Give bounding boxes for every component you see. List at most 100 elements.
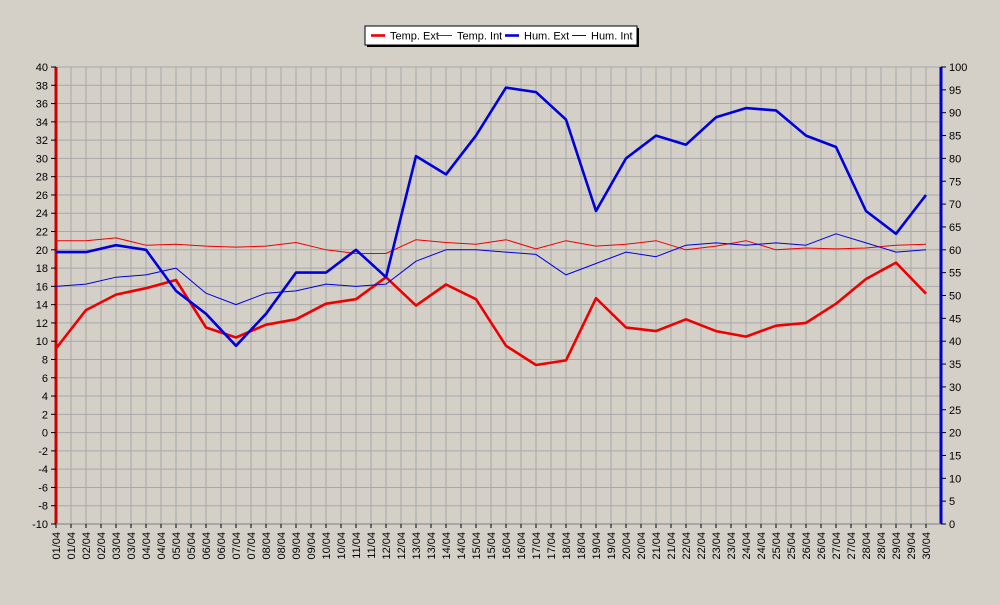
- x-tick-label: 14/04: [456, 532, 468, 560]
- left-tick-label: 10: [36, 336, 48, 348]
- right-tick-label: 50: [949, 291, 961, 303]
- left-tick-label: 0: [42, 428, 48, 440]
- left-tick-label: -2: [38, 446, 48, 458]
- x-tick-label: 09/04: [306, 532, 318, 560]
- x-tick-label: 07/04: [231, 532, 243, 560]
- series-line-temp-ext: [54, 261, 927, 367]
- left-tick-label: 16: [36, 281, 48, 293]
- x-tick-label: 14/04: [441, 532, 453, 560]
- left-tick-label: 30: [36, 153, 48, 165]
- right-tick-label: 0: [949, 519, 955, 531]
- x-tick-label: 10/04: [321, 532, 333, 560]
- x-tick-label: 24/04: [756, 532, 768, 560]
- x-tick-label: 27/04: [831, 532, 843, 560]
- right-tick-label: 80: [949, 153, 961, 165]
- x-tick-label: 05/04: [171, 532, 183, 560]
- x-tick-label: 20/04: [621, 532, 633, 560]
- x-tick-label: 03/04: [111, 532, 123, 560]
- x-tick-label: 09/04: [291, 532, 303, 560]
- right-tick-label: 45: [949, 313, 961, 325]
- x-tick-label: 15/04: [486, 532, 498, 560]
- x-tick-label: 11/04: [351, 532, 363, 559]
- left-tick-label: 14: [36, 300, 48, 312]
- right-tick-label: 70: [949, 199, 961, 211]
- right-tick-label: 60: [949, 245, 961, 257]
- x-tick-label: 12/04: [381, 532, 393, 560]
- legend: Temp. Ext Temp. Int Hum. Ext Hum. Int: [364, 25, 639, 47]
- right-tick-label: 35: [949, 359, 961, 371]
- left-tick-label: 38: [36, 80, 48, 92]
- legend-label: Temp. Int: [457, 31, 502, 43]
- right-tick-label: 25: [949, 405, 961, 417]
- x-tick-label: 22/04: [696, 532, 708, 560]
- x-tick-label: 06/04: [201, 532, 213, 560]
- grid: [55, 66, 942, 525]
- left-tick-label: 24: [36, 208, 48, 220]
- left-tick-label: -4: [38, 464, 48, 476]
- x-tick-label: 13/04: [411, 532, 423, 560]
- x-tick-label: 02/04: [96, 532, 108, 560]
- right-tick-label: 100: [949, 62, 967, 74]
- x-tick-label: 19/04: [606, 532, 618, 560]
- right-tick-label: 55: [949, 268, 961, 280]
- x-tick-label: 07/04: [246, 532, 258, 560]
- right-tick-label: 65: [949, 222, 961, 234]
- x-tick-label: 24/04: [741, 532, 753, 560]
- x-tick-label: 21/04: [666, 532, 678, 560]
- x-tick-label: 25/04: [786, 532, 798, 560]
- x-tick-label: 21/04: [651, 532, 663, 560]
- x-tick-label: 03/04: [126, 532, 138, 560]
- x-tick-label: 28/04: [861, 532, 873, 560]
- x-tick-label: 23/04: [711, 532, 723, 560]
- x-tick-label: 29/04: [891, 532, 903, 560]
- x-tick-label: 04/04: [141, 532, 153, 560]
- x-tick-label: 19/04: [591, 532, 603, 560]
- left-tick-label: 18: [36, 263, 48, 275]
- left-tick-label: 2: [42, 409, 48, 421]
- x-tick-label: 02/04: [81, 532, 93, 560]
- x-tick-label: 27/04: [846, 532, 858, 560]
- left-tick-label: 36: [36, 99, 48, 111]
- right-tick-label: 75: [949, 176, 961, 188]
- left-tick-label: 32: [36, 135, 48, 147]
- right-tick-label: 10: [949, 473, 961, 485]
- left-tick-label: -10: [32, 519, 48, 531]
- x-tick-label: 12/04: [396, 532, 408, 560]
- series-line-hum-ext: [56, 86, 928, 348]
- x-tick-label: 10/04: [336, 532, 348, 560]
- x-tick-label: 17/04: [546, 532, 558, 560]
- x-tick-label: 01/04: [51, 532, 63, 560]
- x-tick-label: 30/04: [921, 532, 933, 560]
- left-tick-label: 6: [42, 373, 48, 385]
- x-tick-label: 29/04: [906, 532, 918, 560]
- left-tick-label: 20: [36, 245, 48, 257]
- right-tick-label: 85: [949, 131, 961, 143]
- left-tick-label: 12: [36, 318, 48, 330]
- x-tick-label: 01/04: [66, 532, 78, 560]
- left-tick-label: 34: [36, 117, 48, 129]
- legend-label: Temp. Ext: [390, 31, 439, 43]
- x-tick-label: 16/04: [516, 532, 528, 560]
- left-tick-label: 22: [36, 227, 48, 239]
- x-tick-label: 17/04: [531, 532, 543, 560]
- plot-area: [56, 67, 941, 524]
- right-tick-label: 20: [949, 428, 961, 440]
- right-tick-label: 15: [949, 450, 961, 462]
- x-tick-label: 08/04: [276, 532, 288, 560]
- left-axis-ticks: -10-8-6-4-202468101214161820222426283032…: [32, 62, 56, 531]
- left-tick-label: -6: [38, 482, 48, 494]
- x-tick-label: 08/04: [261, 532, 273, 560]
- series-layer: [54, 86, 928, 367]
- left-tick-label: 40: [36, 62, 48, 74]
- legend-box: [364, 25, 638, 46]
- x-tick-label: 26/04: [801, 532, 813, 560]
- legend-label: Hum. Int: [591, 31, 633, 43]
- right-tick-label: 95: [949, 85, 961, 97]
- x-tick-label: 22/04: [681, 532, 693, 560]
- right-axis-ticks: 0 5 10 15 20 25 30 35 40 45 50 55 60 65 70 75 80 85 90 95 10…: [941, 62, 967, 531]
- x-tick-label: 04/04: [156, 532, 168, 560]
- series-line-hum-int: [55, 233, 927, 306]
- x-tick-label: 16/04: [501, 532, 513, 560]
